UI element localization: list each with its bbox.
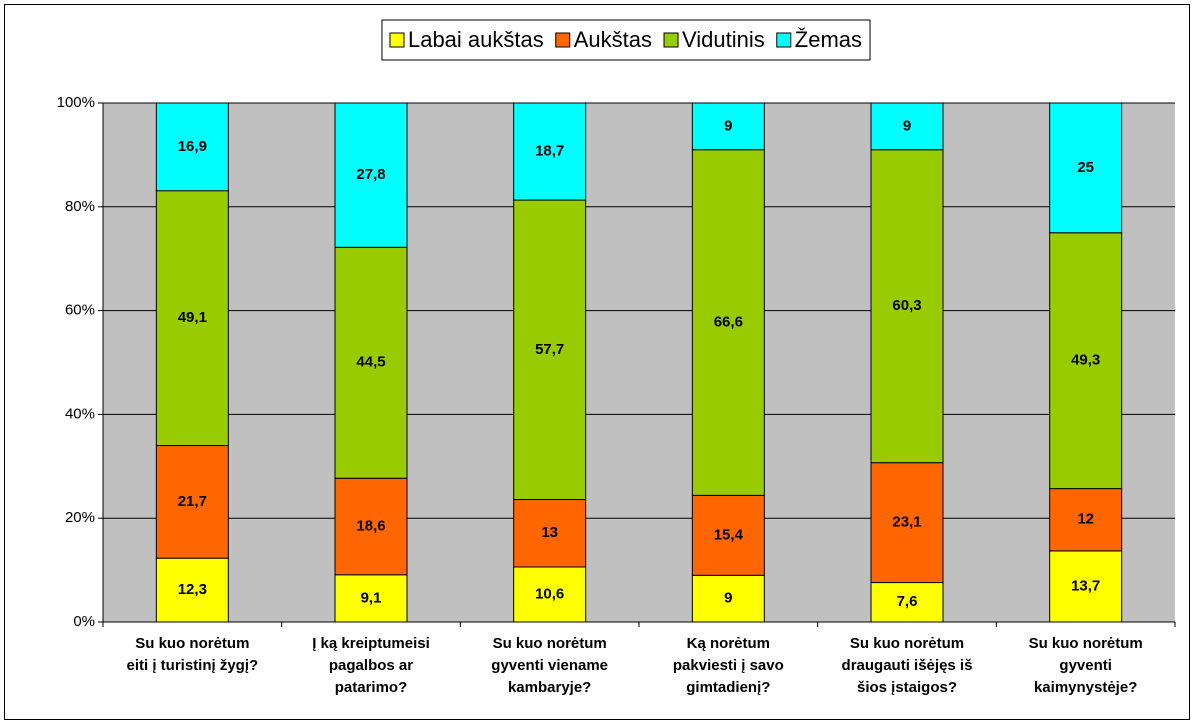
legend-label: Labai aukštas <box>408 27 544 52</box>
data-label: 13 <box>541 524 558 541</box>
legend-swatch <box>776 32 792 48</box>
bar-segment <box>513 199 587 501</box>
bar-segment <box>334 102 408 248</box>
x-tick-label: šios įstaigos? <box>857 679 957 696</box>
data-label: 60,3 <box>892 297 921 314</box>
data-label: 49,1 <box>178 309 207 326</box>
data-label: 13,7 <box>1071 577 1100 594</box>
legend-swatch <box>663 32 679 48</box>
data-label: 18,6 <box>356 517 385 534</box>
data-label: 9 <box>724 590 732 607</box>
y-tick-label: 60% <box>65 302 95 319</box>
x-tick-label: pakviesti į savo <box>673 657 784 674</box>
x-tick-label: Su kuo norėtum <box>1029 635 1143 652</box>
x-tick-label: gimtadienį? <box>686 679 770 696</box>
bar-segment <box>155 190 229 447</box>
legend-label: Aukštas <box>574 27 652 52</box>
data-label: 9,1 <box>361 589 382 606</box>
x-tick-label: eiti į turistinį žygį? <box>126 657 258 674</box>
x-tick-label: gyventi viename <box>491 657 608 674</box>
y-tick-label: 80% <box>65 198 95 215</box>
x-tick-label: Ką norėtum <box>687 635 770 652</box>
legend-label: Vidutinis <box>682 27 765 52</box>
x-tick-label: Su kuo norėtum <box>850 635 964 652</box>
x-tick-label: gyventi <box>1059 657 1112 674</box>
x-tick-label: kambaryje? <box>508 679 591 696</box>
bar-segment <box>513 566 587 623</box>
bar-segment <box>691 574 765 623</box>
data-label: 21,7 <box>178 493 207 510</box>
data-label: 9 <box>724 117 732 134</box>
y-tick-label: 0% <box>73 613 95 630</box>
bar-segment <box>1049 102 1123 234</box>
data-label: 18,7 <box>535 142 564 159</box>
data-label: 27,8 <box>356 166 385 183</box>
data-label: 16,9 <box>178 138 207 155</box>
bar-segment <box>870 149 944 464</box>
data-label: 9 <box>903 117 911 134</box>
x-tick-label: draugauti išėjęs iš <box>842 657 973 674</box>
data-label: 10,6 <box>535 585 564 602</box>
x-tick-label: Su kuo norėtum <box>493 635 607 652</box>
bar-segment <box>870 102 944 151</box>
legend-swatch <box>389 32 405 48</box>
y-tick-label: 100% <box>57 94 95 111</box>
bar-segment <box>691 149 765 496</box>
bar-segment <box>334 246 408 479</box>
data-label: 7,6 <box>897 593 918 610</box>
data-label: 49,3 <box>1071 352 1100 369</box>
data-label: 25 <box>1077 159 1094 176</box>
data-label: 44,5 <box>356 354 385 371</box>
data-label: 12,3 <box>178 581 207 598</box>
bar-segment <box>155 102 229 192</box>
data-label: 12 <box>1077 511 1094 528</box>
x-tick-label: pagalbos ar <box>329 657 413 674</box>
legend-label: Žemas <box>795 27 862 52</box>
x-tick-label: Su kuo norėtum <box>135 635 249 652</box>
bar-segment <box>1049 550 1123 623</box>
data-label: 15,4 <box>714 526 744 543</box>
bar-segment <box>155 557 229 623</box>
bar-segment <box>691 102 765 151</box>
x-tick-label: kaimynystėje? <box>1034 679 1137 696</box>
bar-segment <box>513 102 587 201</box>
bar-segment <box>155 445 229 559</box>
data-label: 23,1 <box>892 514 921 531</box>
bar-segment <box>334 574 408 623</box>
bar-segment <box>870 582 944 623</box>
legend-swatch <box>555 32 571 48</box>
data-label: 66,6 <box>714 314 743 331</box>
y-tick-label: 40% <box>65 405 95 422</box>
x-tick-label: Į ką kreiptumeisi <box>312 635 430 652</box>
bar-segment <box>870 462 944 584</box>
x-tick-label: patarimo? <box>335 679 408 696</box>
data-label: 57,7 <box>535 341 564 358</box>
plot-area <box>103 103 1175 622</box>
bar-segment <box>691 494 765 576</box>
y-tick-label: 20% <box>65 509 95 526</box>
